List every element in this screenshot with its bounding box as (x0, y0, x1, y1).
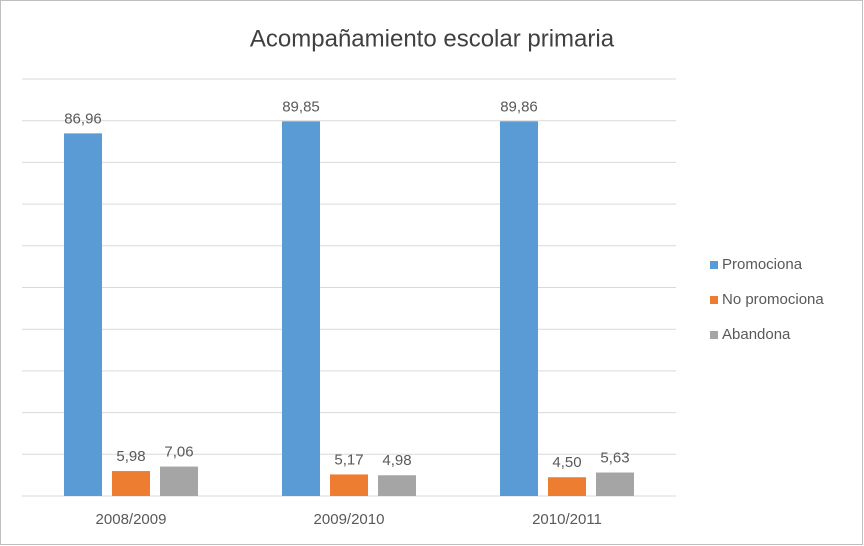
bar (160, 466, 198, 496)
bar (500, 121, 538, 496)
data-label: 86,96 (64, 110, 102, 127)
chart-title: Acompañamiento escolar primaria (250, 25, 615, 52)
bar (378, 475, 416, 496)
legend-swatch (710, 296, 718, 304)
data-label: 7,06 (164, 444, 193, 461)
x-tick-label: 2008/2009 (96, 511, 167, 528)
data-label: 5,17 (334, 451, 363, 468)
x-tick-label: 2009/2010 (314, 511, 385, 528)
data-label: 89,86 (500, 98, 538, 115)
bar (112, 471, 150, 496)
data-label: 89,85 (282, 98, 320, 115)
bar (548, 477, 586, 496)
legend-label: Promociona (722, 256, 803, 273)
bar (596, 472, 634, 496)
legend-swatch (710, 261, 718, 269)
x-tick-label: 2010/2011 (532, 511, 602, 528)
bar (330, 474, 368, 496)
legend-label: No promociona (722, 291, 824, 308)
data-label: 4,98 (382, 452, 411, 469)
legend-swatch (710, 331, 718, 339)
legend-label: Abandona (722, 326, 791, 343)
data-label: 5,98 (116, 448, 145, 465)
data-label: 4,50 (552, 454, 581, 471)
bar (64, 133, 102, 496)
bar (282, 121, 320, 496)
data-label: 5,63 (600, 449, 629, 466)
